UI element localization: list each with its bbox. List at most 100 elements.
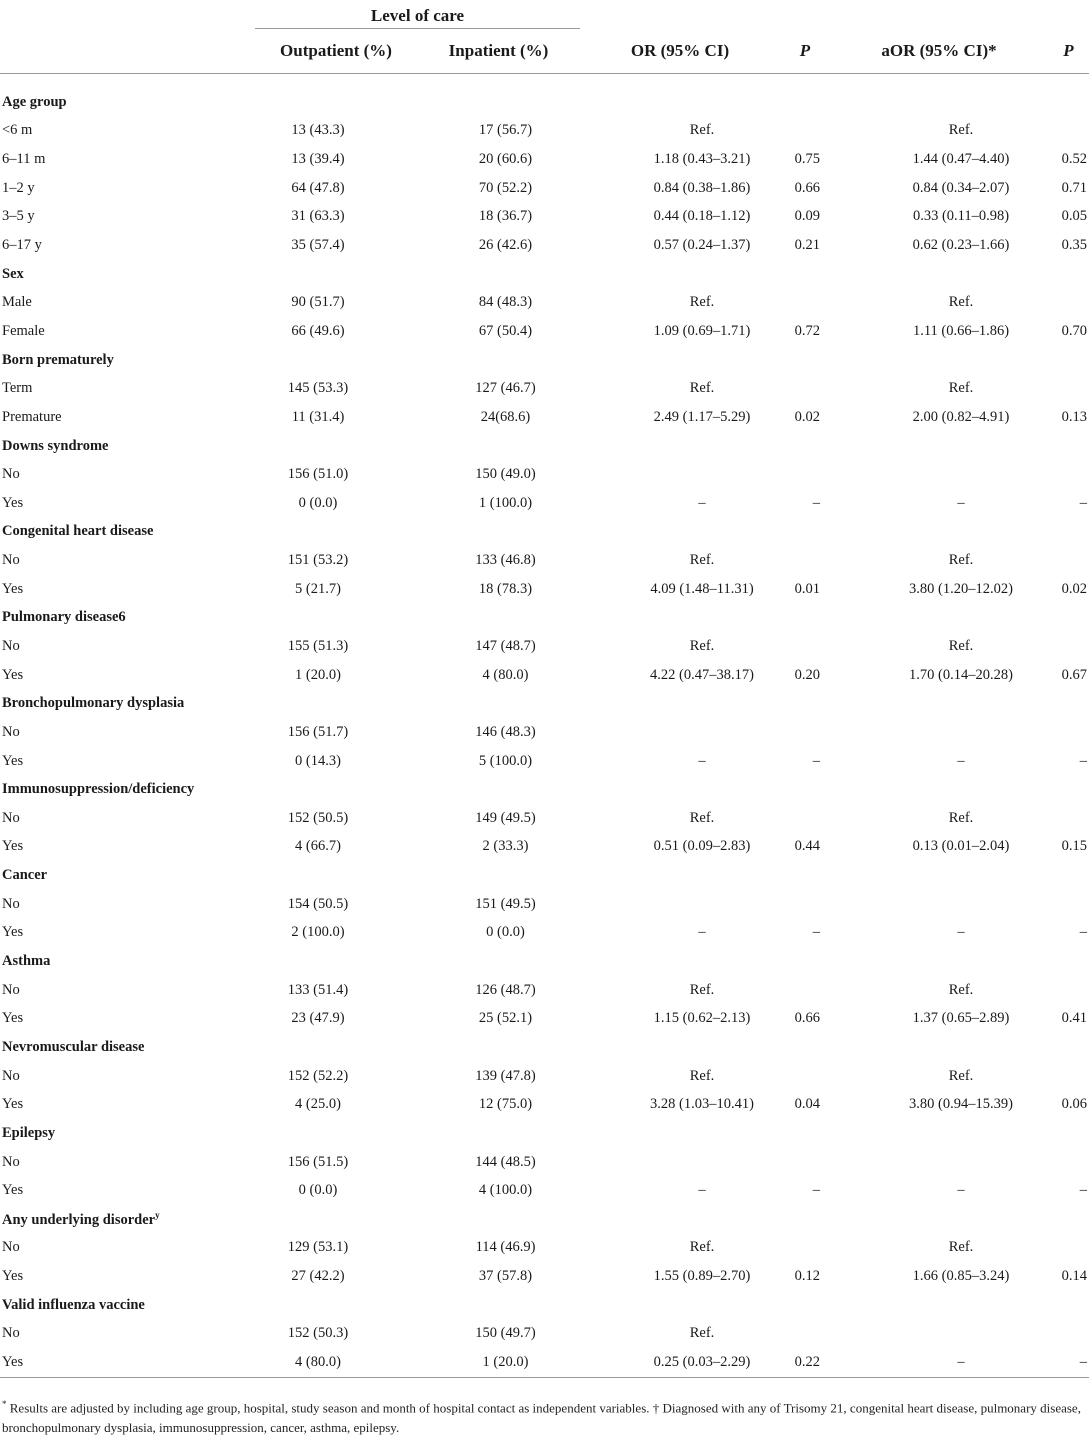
row-label: No [2, 1153, 20, 1170]
row-label: Term [2, 380, 33, 397]
footnote-text: Results are adjusted by including age gr… [2, 1400, 1081, 1436]
group-header-row: Age group [0, 88, 1089, 117]
cell-or [580, 947, 780, 976]
cell-p: 0.04 [794, 1096, 820, 1113]
row-label: Nevromuscular disease [2, 1038, 145, 1055]
cell-p [780, 1234, 830, 1263]
table-row: 3–5 y 31 (63.3) 18 (36.7) 0.44 (0.18–1.12) 0… [0, 203, 1089, 232]
table-row: No 152 (50.5) 149 (49.5) Ref. Ref. [0, 804, 1089, 833]
cell-aor: Ref. [948, 380, 974, 397]
cell-outpatient [255, 346, 417, 375]
cell-adjusted-p: 0.15 [1061, 838, 1087, 855]
cell-inpatient [417, 1033, 580, 1062]
row-label: Yes [2, 1354, 24, 1370]
group-header-row: Pulmonary disease6 [0, 604, 1089, 633]
group-header-row: Bronchopulmonary dysplasia [0, 689, 1089, 718]
row-label: Yes [2, 838, 24, 855]
cell-p: 0.01 [794, 580, 820, 597]
row-label: Yes [2, 580, 24, 597]
cell-or [580, 88, 780, 117]
cell-outpatient: 152 (50.5) [287, 809, 349, 826]
row-label: Sex [2, 265, 24, 282]
header-p: P [780, 28, 830, 74]
cell-adjusted-p [1048, 689, 1089, 718]
cell-aor [830, 1320, 1048, 1349]
table-row: No 129 (53.1) 114 (46.9) Ref. Ref. [0, 1234, 1089, 1263]
cell-aor [830, 518, 1048, 547]
cell-adjusted-p [1048, 804, 1089, 833]
cell-or: – [698, 752, 706, 769]
cell-outpatient [255, 1033, 417, 1062]
cell-adjusted-p [1048, 718, 1089, 747]
row-label: Yes [2, 752, 24, 769]
cell-adjusted-p: 0.13 [1061, 408, 1087, 425]
header-level-of-care: Level of care [255, 0, 580, 29]
cell-or [580, 460, 780, 489]
cell-inpatient: 5 (100.0) [478, 752, 533, 769]
table-row: Yes 0 (14.3) 5 (100.0) – – – – [0, 747, 1089, 776]
cell-inpatient: 18 (78.3) [478, 580, 533, 597]
cell-or [580, 890, 780, 919]
cell-aor: – [957, 1182, 965, 1199]
cell-p: – [812, 494, 820, 511]
cell-outpatient: 2 (100.0) [291, 924, 345, 941]
cell-or [580, 861, 780, 890]
row-label: Bronchopulmonary dysplasia [2, 695, 185, 712]
cell-adjusted-p: 0.02 [1061, 580, 1087, 597]
cell-inpatient: 149 (49.5) [475, 809, 536, 826]
cell-inpatient [417, 260, 580, 289]
table-header: Level of care Outpatient (%) Inpatient (… [0, 0, 1089, 74]
cell-p [780, 518, 830, 547]
cell-p [780, 374, 830, 403]
cell-adjusted-p [1048, 861, 1089, 890]
cell-or: – [698, 924, 706, 941]
table-row: Male 90 (51.7) 84 (48.3) Ref. Ref. [0, 288, 1089, 317]
cell-adjusted-p [1048, 260, 1089, 289]
table-row: 6–17 y 35 (57.4) 26 (42.6) 0.57 (0.24–1.37)… [0, 231, 1089, 260]
cell-outpatient: 133 (51.4) [287, 981, 349, 998]
superscript-marker: y [155, 1209, 160, 1220]
cell-inpatient: 150 (49.0) [475, 466, 536, 483]
row-label: 6–17 y [2, 237, 42, 254]
cell-outpatient [255, 518, 417, 547]
group-header-row: Any underlying disordery [0, 1205, 1089, 1234]
cell-inpatient: 1 (100.0) [478, 494, 533, 511]
cell-or: 4.09 (1.48–11.31) [650, 580, 754, 597]
cell-p [780, 117, 830, 146]
cell-aor: Ref. [948, 637, 974, 654]
cell-adjusted-p: 0.70 [1061, 322, 1087, 339]
cell-p: 0.75 [794, 151, 820, 168]
row-label: Premature [2, 408, 62, 425]
row-label: 1–2 y [2, 179, 35, 196]
table-row: Yes 27 (42.2) 37 (57.8) 1.55 (0.89–2.70) 0.1… [0, 1262, 1089, 1291]
cell-outpatient: 13 (43.3) [291, 122, 345, 139]
cell-or: 0.51 (0.09–2.83) [653, 838, 751, 855]
table-row: No 155 (51.3) 147 (48.7) Ref. Ref. [0, 632, 1089, 661]
cell-outpatient [255, 604, 417, 633]
results-table: Level of care Outpatient (%) Inpatient (… [0, 0, 1089, 1378]
cell-inpatient: 1 (20.0) [482, 1354, 529, 1370]
cell-outpatient [255, 947, 417, 976]
cell-aor: Ref. [948, 981, 974, 998]
row-label: No [2, 981, 20, 998]
cell-inpatient [417, 604, 580, 633]
cell-p [780, 460, 830, 489]
row-label: No [2, 637, 20, 654]
row-label: Any underlying disordery [2, 1209, 160, 1228]
cell-outpatient [255, 689, 417, 718]
cell-p: 0.20 [794, 666, 820, 683]
cell-inpatient: 25 (52.1) [478, 1010, 533, 1027]
cell-or: – [698, 1182, 706, 1199]
cell-aor: Ref. [948, 1239, 974, 1256]
cell-p [780, 546, 830, 575]
group-header-row: Congenital heart disease [0, 518, 1089, 547]
cell-outpatient: 66 (49.6) [291, 322, 345, 339]
cell-outpatient: 4 (66.7) [295, 838, 341, 855]
cell-adjusted-p [1048, 460, 1089, 489]
cell-outpatient: 145 (53.3) [287, 380, 349, 397]
row-label: Yes [2, 924, 24, 941]
cell-inpatient: 2 (33.3) [482, 838, 529, 855]
cell-aor: 0.84 (0.34–2.07) [912, 179, 1010, 196]
cell-p [780, 1062, 830, 1091]
cell-inpatient [417, 861, 580, 890]
